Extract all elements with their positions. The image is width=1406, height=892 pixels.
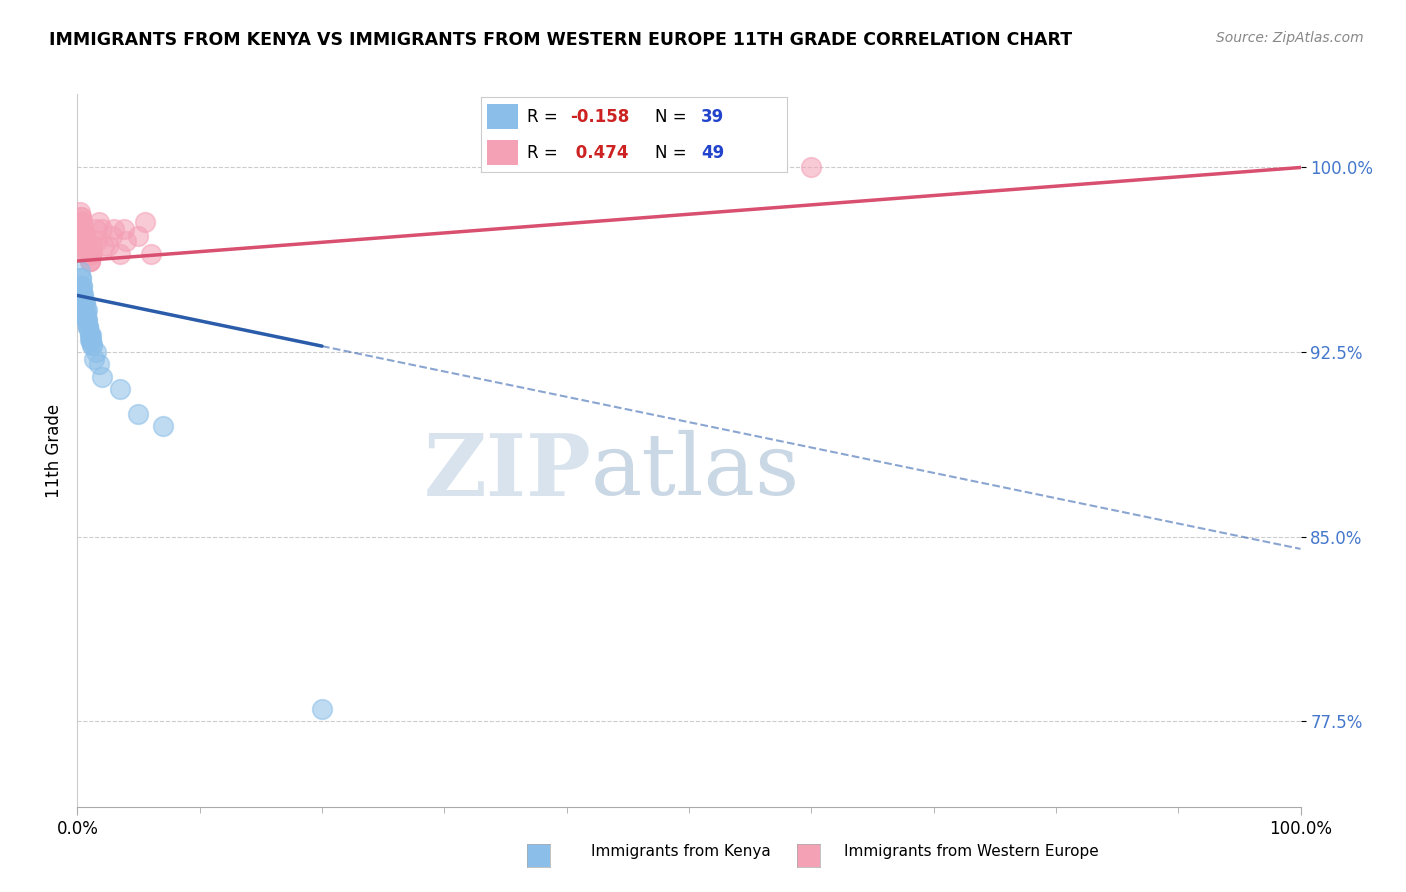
Point [72, 295, 94, 310]
Point [112, 222, 135, 236]
Point [134, 214, 156, 228]
Text: Source: ZipAtlas.com: Source: ZipAtlas.com [1216, 31, 1364, 45]
Point [80, 333, 103, 347]
Point [69, 284, 91, 298]
Point [70, 235, 93, 249]
Point [72, 288, 94, 302]
Text: Immigrants from Western Europe: Immigrants from Western Europe [844, 845, 1098, 859]
Point [70, 210, 93, 224]
Point [80, 327, 103, 342]
Point [79, 254, 101, 268]
Point [103, 222, 125, 236]
Point [80, 333, 103, 347]
Point [80, 246, 103, 260]
Point [69, 222, 91, 236]
Text: atlas: atlas [591, 430, 800, 514]
Point [800, 161, 823, 175]
Point [70, 214, 93, 228]
Point [77, 246, 100, 260]
Point [70, 210, 93, 224]
Point [75, 246, 97, 260]
Point [84, 345, 107, 359]
Point [76, 313, 98, 327]
Point [69, 204, 91, 219]
Point [70, 229, 93, 244]
Point [70, 288, 93, 302]
Point [76, 239, 98, 253]
Text: ZIP: ZIP [423, 430, 591, 514]
Point [108, 246, 131, 260]
Point [80, 246, 103, 260]
Point [100, 229, 122, 244]
Point [70, 271, 93, 285]
Point [77, 246, 100, 260]
Point [73, 295, 96, 310]
Point [76, 303, 98, 318]
Point [75, 235, 97, 249]
Point [72, 288, 94, 302]
Point [76, 235, 98, 249]
Point [70, 214, 93, 228]
Point [70, 284, 93, 298]
Text: Immigrants from Kenya: Immigrants from Kenya [591, 845, 770, 859]
Point [72, 222, 94, 236]
Point [311, 702, 333, 716]
Point [73, 295, 96, 310]
Point [108, 382, 131, 396]
Point [75, 308, 97, 322]
Point [89, 214, 111, 228]
Point [83, 352, 105, 367]
Point [72, 235, 94, 249]
Point [70, 278, 93, 293]
Text: IMMIGRANTS FROM KENYA VS IMMIGRANTS FROM WESTERN EUROPE 11TH GRADE CORRELATION C: IMMIGRANTS FROM KENYA VS IMMIGRANTS FROM… [49, 31, 1073, 49]
Point [70, 278, 93, 293]
Point [80, 246, 103, 260]
Point [97, 239, 120, 253]
Point [75, 235, 97, 249]
Point [73, 308, 96, 322]
Point [93, 239, 115, 253]
Point [90, 222, 112, 236]
Point [80, 246, 103, 260]
Point [80, 337, 103, 351]
Point [72, 222, 94, 236]
Point [90, 369, 112, 384]
Point [77, 320, 100, 334]
Y-axis label: 11th Grade: 11th Grade [45, 403, 63, 498]
Point [75, 303, 97, 318]
Point [86, 235, 108, 249]
Point [77, 320, 100, 334]
Point [152, 418, 174, 433]
Point [77, 320, 100, 334]
Point [76, 239, 98, 253]
Point [79, 333, 101, 347]
Point [80, 337, 103, 351]
Point [89, 357, 111, 371]
Point [79, 254, 101, 268]
Point [115, 235, 138, 249]
Point [73, 229, 96, 244]
Point [69, 264, 91, 278]
Point [70, 271, 93, 285]
Point [79, 254, 101, 268]
Point [84, 222, 107, 236]
Point [73, 229, 96, 244]
Point [127, 407, 149, 421]
Point [79, 327, 101, 342]
Point [139, 246, 162, 260]
Point [73, 229, 96, 244]
Point [75, 313, 97, 327]
Point [73, 239, 96, 253]
Point [76, 239, 98, 253]
Point [80, 239, 103, 253]
Point [76, 313, 98, 327]
Point [79, 327, 101, 342]
Point [77, 246, 100, 260]
Point [127, 229, 149, 244]
Point [70, 214, 93, 228]
